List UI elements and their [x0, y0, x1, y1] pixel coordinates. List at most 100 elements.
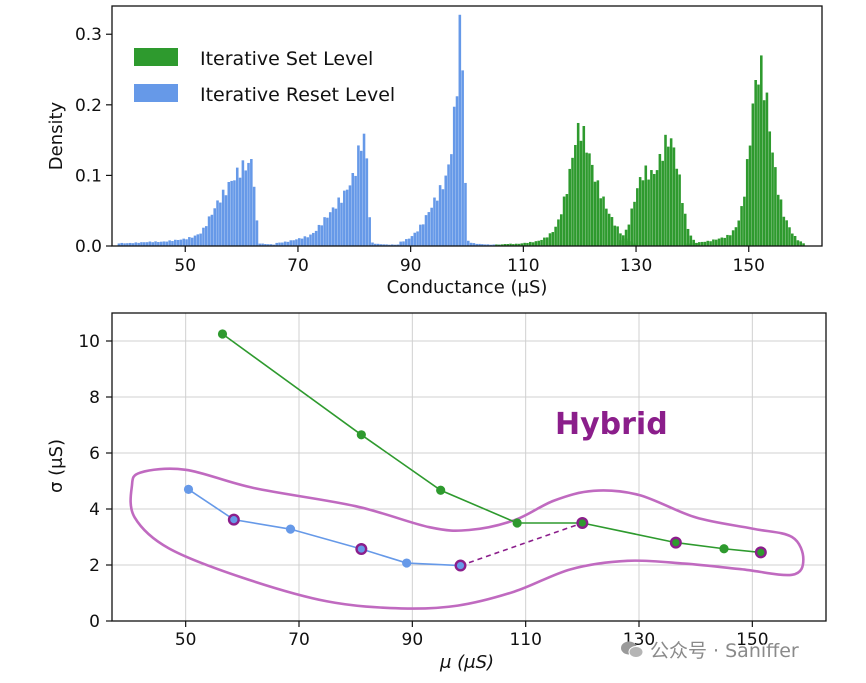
legend-swatch-reset: [134, 84, 178, 102]
histogram-bar: [219, 202, 222, 246]
histogram-bar: [500, 244, 504, 246]
histogram-bar: [213, 208, 216, 246]
histogram-bar: [481, 244, 484, 246]
line-x-tick-label: 50: [175, 630, 197, 650]
histogram-bar: [221, 189, 225, 246]
line-point: [512, 518, 522, 528]
histogram-bar: [357, 145, 360, 246]
histogram-bar: [182, 238, 186, 246]
histogram-bar: [413, 232, 417, 246]
histogram-bar: [120, 242, 124, 246]
line-grid: [112, 313, 826, 622]
histogram-bar: [343, 190, 346, 246]
histogram-bar: [320, 225, 324, 246]
histogram-bar: [686, 243, 690, 246]
histogram-bar: [619, 233, 622, 246]
histogram-bar: [264, 244, 267, 246]
histogram-bar: [292, 240, 295, 246]
line-series-0: [222, 333, 761, 554]
histogram-bar: [300, 238, 304, 246]
histogram-bar: [698, 242, 701, 246]
histogram-bar: [148, 241, 152, 246]
histogram-bar: [455, 96, 459, 246]
histogram-bar: [802, 243, 805, 246]
histogram-bar: [700, 241, 704, 246]
histogram-bar: [362, 133, 366, 246]
histogram-bar: [548, 233, 552, 246]
histogram-bar: [424, 215, 428, 246]
histogram-bar: [419, 224, 422, 246]
histogram-bar: [528, 241, 532, 246]
histogram-bar: [793, 235, 797, 246]
hybrid-point: [454, 559, 467, 572]
histogram-bar: [641, 180, 645, 246]
histogram-bar: [281, 242, 284, 246]
histogram-bar: [782, 216, 786, 246]
histogram-bar: [537, 240, 541, 246]
histogram-bar: [396, 244, 400, 246]
line-y-tick-label: 6: [89, 444, 100, 464]
histogram-bar: [176, 239, 180, 246]
line-point: [436, 485, 446, 495]
histogram-bar: [675, 168, 679, 246]
histogram-bar: [258, 243, 262, 246]
line-point: [356, 544, 366, 554]
histogram-bar: [540, 239, 543, 246]
line-point: [285, 524, 296, 534]
histogram-bar: [179, 239, 183, 246]
histogram-bar: [633, 201, 636, 246]
histogram-bar: [512, 244, 515, 246]
histogram-bar: [743, 196, 746, 246]
histogram-x-tick-label: 90: [400, 256, 422, 276]
histogram-bar: [709, 241, 712, 246]
histogram-bar: [683, 213, 687, 246]
histogram-bar: [230, 180, 233, 246]
histogram-bar: [757, 84, 760, 247]
histogram-bar: [610, 217, 614, 246]
histogram-bar: [602, 196, 605, 246]
histogram-y-tick-label: 0.2: [75, 96, 102, 116]
histogram-bar: [475, 243, 479, 246]
histogram-bar: [638, 177, 642, 246]
histogram-bar: [368, 217, 371, 246]
histogram-bar: [478, 243, 481, 246]
histogram-bar: [526, 242, 529, 246]
histogram-bar: [374, 243, 377, 246]
histogram-x-tick-label: 70: [287, 256, 309, 276]
histogram-bar: [452, 106, 456, 246]
histogram-bar: [607, 213, 611, 246]
histogram-bar: [405, 239, 408, 246]
histogram-bar: [517, 243, 521, 246]
histogram-bar: [196, 234, 200, 246]
histogram-bar: [751, 103, 755, 246]
histogram-panel: 50 70 90 110 130 150 0.0 0.1 0.2 0.3 Conductance…: [46, 5, 823, 298]
histogram-bar: [571, 157, 574, 246]
histogram-bar: [261, 243, 264, 246]
histogram-bar: [379, 244, 383, 246]
histogram-bar: [190, 237, 194, 246]
line-point: [577, 518, 587, 528]
histogram-bar: [123, 243, 126, 246]
histogram-bar: [616, 226, 619, 246]
histogram-bar: [762, 100, 766, 246]
histogram-bar: [771, 152, 774, 246]
histogram-bar: [433, 197, 436, 246]
histogram-bar: [469, 242, 473, 246]
histogram-bar: [636, 188, 639, 246]
histogram-y-ticks: 0.0 0.1 0.2 0.3: [75, 25, 112, 257]
watermark: 公众号 · Saniffer: [620, 636, 799, 663]
histogram-bar: [193, 235, 197, 246]
histogram-bar: [458, 14, 462, 247]
histogram-bar: [303, 236, 307, 246]
histogram-bar: [613, 225, 617, 246]
histogram-bar: [250, 159, 253, 246]
histogram-bar: [652, 173, 656, 246]
histogram-bar: [128, 242, 132, 246]
histogram-bar: [328, 212, 332, 246]
histogram-bar: [644, 165, 648, 246]
histogram-bar: [151, 242, 155, 246]
histogram-bar: [514, 243, 518, 246]
histogram-bar: [168, 240, 171, 246]
histogram-bar: [647, 179, 650, 246]
histogram-y-tick-label: 0.3: [75, 25, 102, 45]
